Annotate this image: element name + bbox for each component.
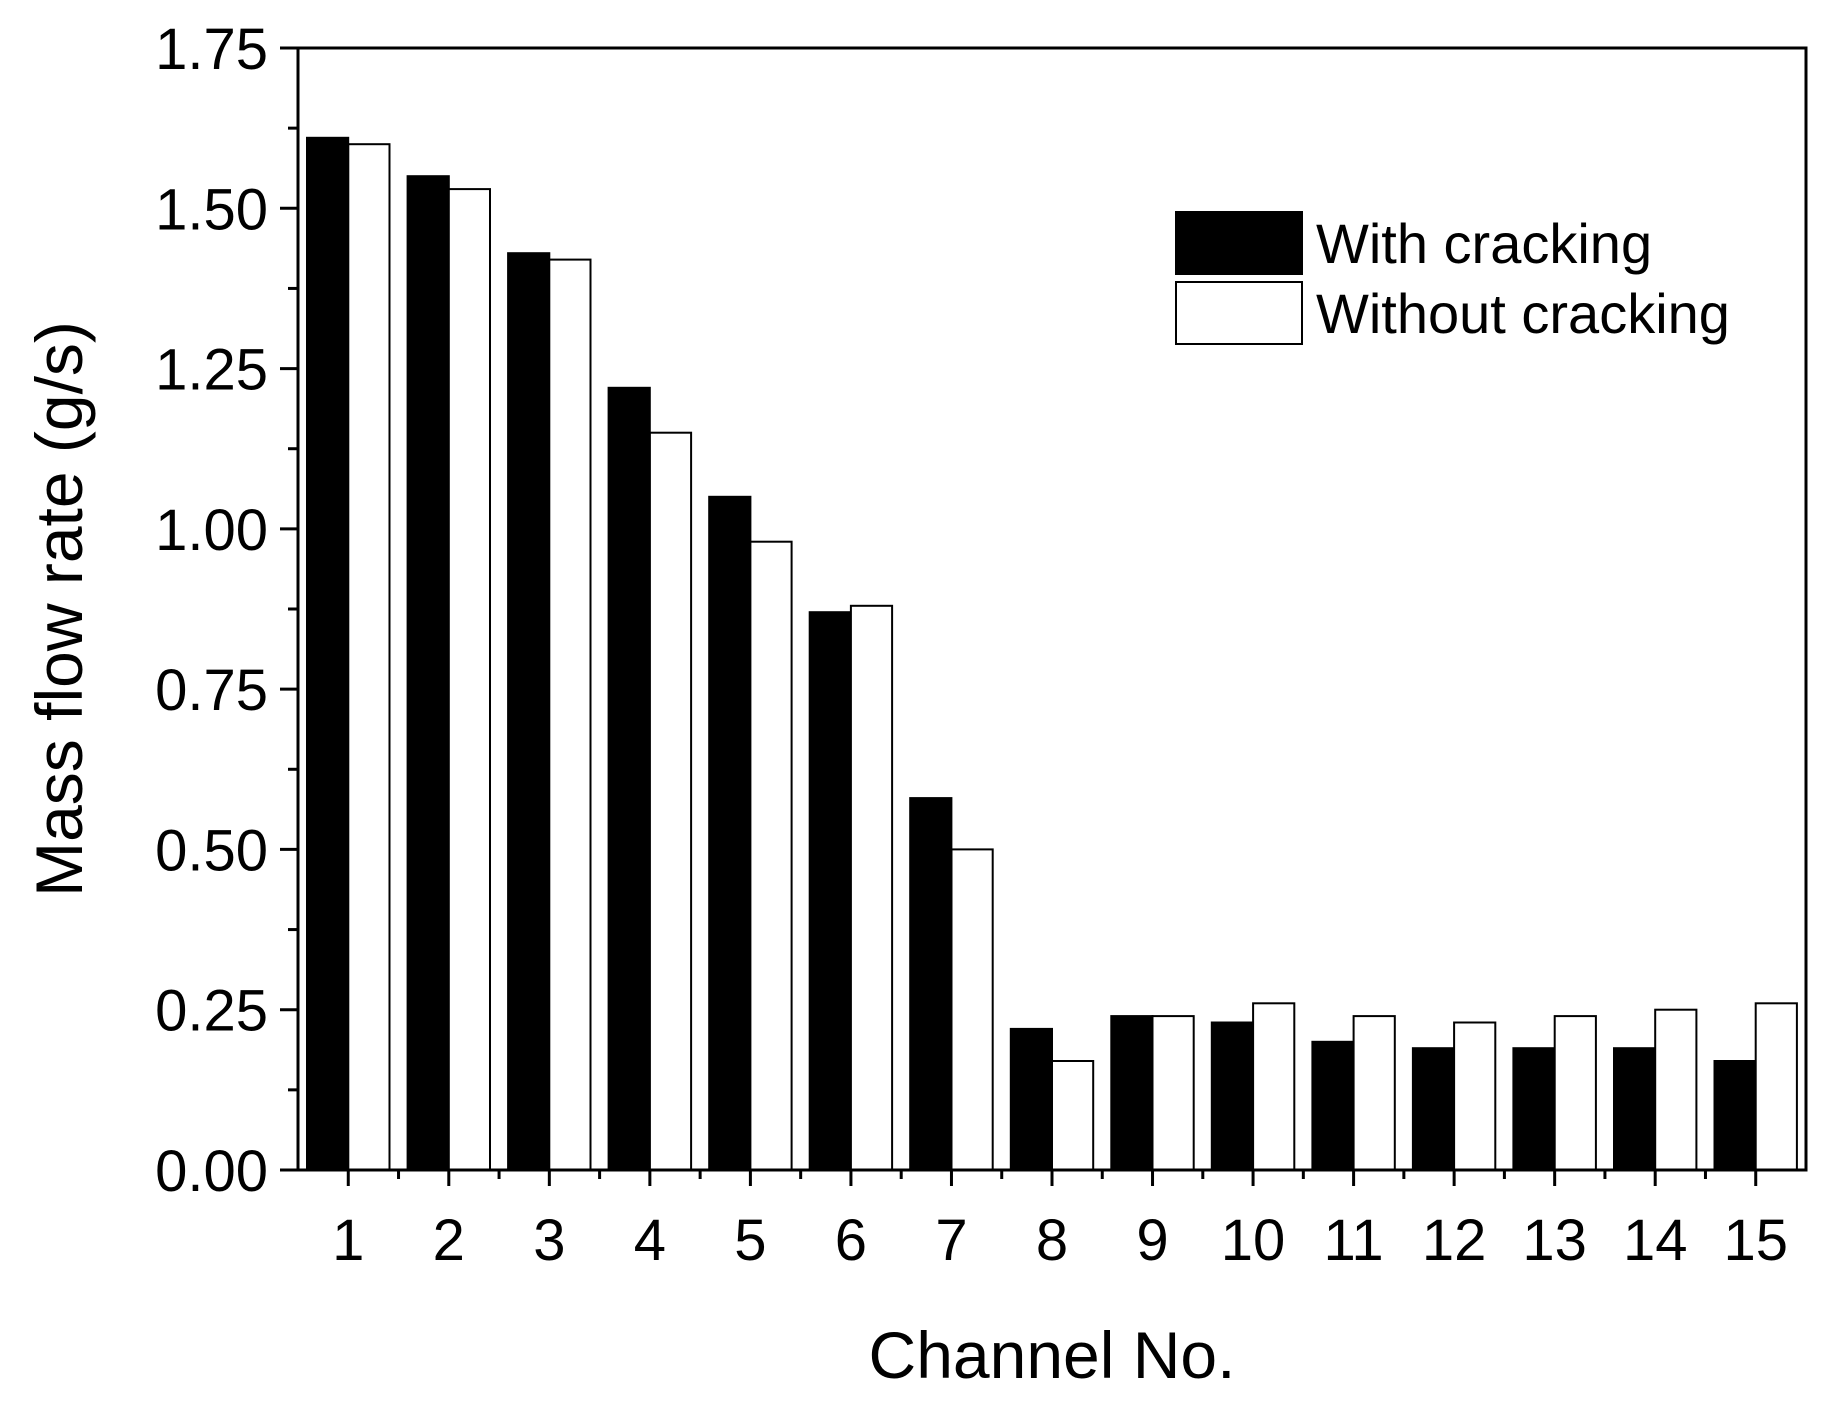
x-tick-label: 11: [1323, 1208, 1383, 1273]
bar-without-cracking-3: [548, 258, 592, 1172]
bar-without-cracking-10: [1252, 1002, 1296, 1171]
legend-swatch-with-cracking: [1175, 211, 1303, 275]
bar-with-cracking-4: [607, 386, 651, 1171]
bar-with-cracking-2: [406, 175, 450, 1171]
y-tick-label: 1.75: [155, 17, 268, 82]
bar-without-cracking-8: [1051, 1060, 1095, 1171]
bar-without-cracking-9: [1151, 1015, 1195, 1171]
x-tick-label: 4: [634, 1208, 666, 1273]
x-tick-label: 14: [1623, 1208, 1688, 1273]
bar-with-cracking-7: [909, 797, 953, 1171]
bar-with-cracking-14: [1613, 1047, 1657, 1171]
x-tick-label: 12: [1422, 1208, 1487, 1273]
bar-with-cracking-6: [808, 611, 852, 1171]
x-axis-title: Channel No.: [869, 1318, 1236, 1392]
y-tick-label: 0.25: [155, 979, 268, 1044]
y-tick-label: 0.75: [155, 658, 268, 723]
bar-with-cracking-12: [1411, 1047, 1456, 1171]
bar-without-cracking-15: [1754, 1002, 1798, 1171]
x-axis: 1 2 3 4 5 6 7 8 9 10 11 12 13 14 15: [332, 1170, 1788, 1273]
x-tick-label: 3: [533, 1208, 565, 1273]
bar-without-cracking-12: [1453, 1021, 1497, 1171]
bar-with-cracking-13: [1512, 1047, 1556, 1171]
y-tick-label: 1.00: [155, 498, 268, 563]
bar-with-cracking-9: [1110, 1015, 1154, 1171]
x-tick-label: 1: [332, 1208, 364, 1273]
bar-with-cracking-5: [708, 495, 752, 1171]
bar-without-cracking-7: [950, 848, 994, 1172]
x-tick-label: 6: [835, 1208, 867, 1273]
x-tick-label: 7: [935, 1208, 967, 1273]
bar-without-cracking-13: [1553, 1015, 1597, 1171]
bar-with-cracking-15: [1713, 1060, 1757, 1171]
bar-without-cracking-4: [648, 431, 693, 1171]
bar-with-cracking-8: [1009, 1027, 1053, 1172]
bar-without-cracking-5: [749, 540, 793, 1171]
y-axis: 0.00 0.25 0.50 0.75 1.00 1.25 1.50 1.75: [155, 17, 298, 1204]
bar-with-cracking-11: [1311, 1040, 1355, 1172]
bar-with-cracking-3: [507, 252, 551, 1171]
y-tick-label: 0.00: [155, 1139, 268, 1204]
x-tick-label: 9: [1136, 1208, 1168, 1273]
y-tick-label: 1.25: [155, 338, 268, 403]
bar-without-cracking-1: [347, 143, 391, 1172]
bar-without-cracking-6: [849, 604, 894, 1171]
legend-swatch-without-cracking: [1175, 281, 1303, 345]
x-tick-label: 10: [1221, 1208, 1286, 1273]
x-tick-label: 8: [1036, 1208, 1068, 1273]
bar-with-cracking-10: [1210, 1021, 1255, 1171]
bar-with-cracking-1: [306, 136, 350, 1171]
legend: With cracking Without cracking: [1175, 211, 1730, 345]
bars-layer: [306, 136, 1798, 1172]
x-tick-label: 15: [1723, 1208, 1788, 1273]
bar-without-cracking-11: [1352, 1015, 1396, 1171]
y-tick-label: 0.50: [155, 818, 268, 883]
x-tick-label: 2: [433, 1208, 465, 1273]
legend-label-with-cracking: With cracking: [1316, 212, 1652, 275]
bar-without-cracking-14: [1654, 1008, 1698, 1172]
legend-label-without-cracking: Without cracking: [1316, 282, 1730, 345]
x-tick-label: 5: [734, 1208, 766, 1273]
x-tick-label: 13: [1522, 1208, 1587, 1273]
y-axis-title: Mass flow rate (g/s): [22, 321, 96, 897]
bar-without-cracking-2: [447, 188, 491, 1172]
y-tick-label: 1.50: [155, 177, 268, 242]
